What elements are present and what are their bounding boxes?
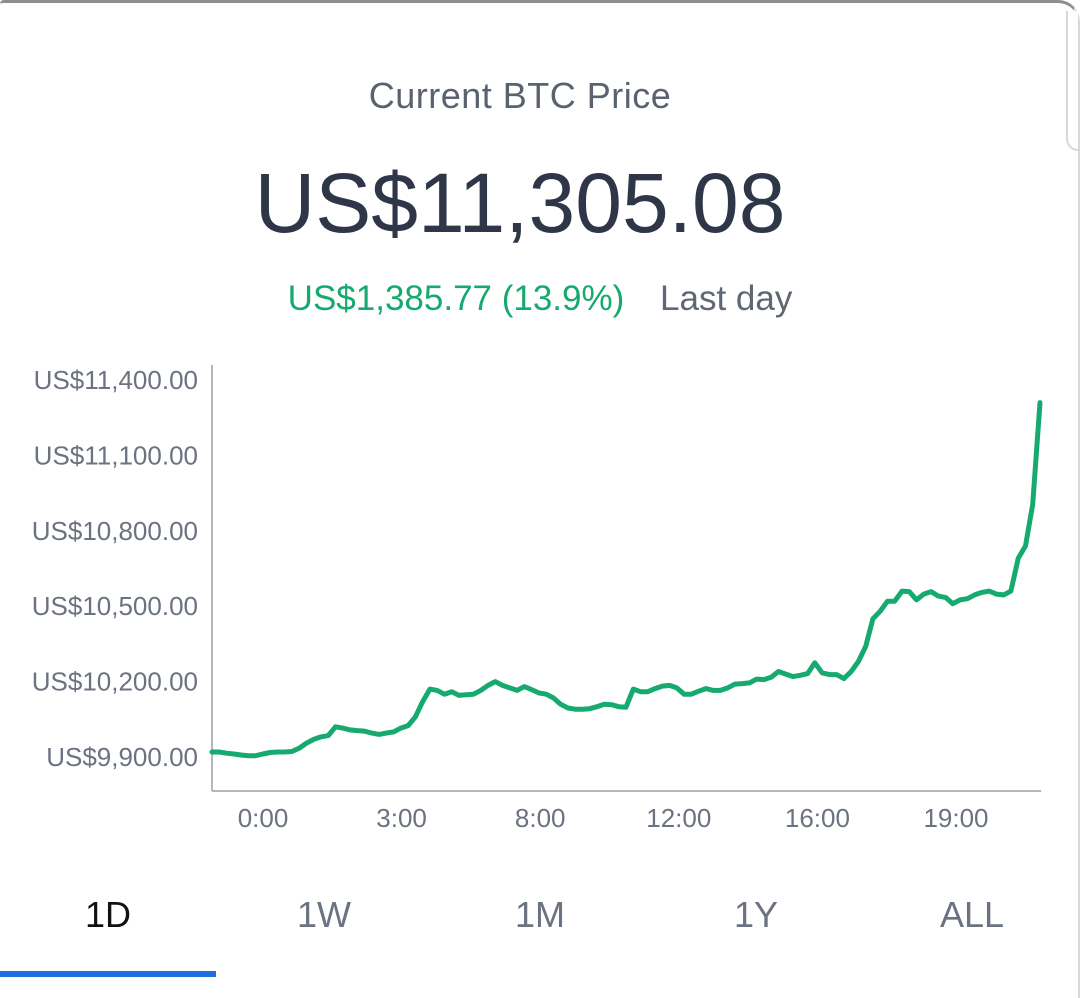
x-axis-labels: 0:00 3:00 8:00 12:00 16:00 19:00 xyxy=(238,803,989,833)
tab-1d[interactable]: 1D xyxy=(84,894,132,935)
x-tick-label: 0:00 xyxy=(238,803,289,833)
price-change-row: US$1,385.77 (13.9%) Last day xyxy=(0,279,1080,319)
current-price: US$11,305.08 xyxy=(254,156,786,250)
tab-1y[interactable]: 1Y xyxy=(733,894,779,935)
y-axis-labels: US$11,400.00 US$11,100.00 US$10,800.00 US$1… xyxy=(32,365,198,772)
page-title: Current BTC Price xyxy=(368,75,672,116)
y-tick-label: US$10,500.00 xyxy=(32,591,198,621)
tab-all[interactable]: ALL xyxy=(939,894,1005,935)
x-tick-label: 12:00 xyxy=(646,803,711,833)
x-tick-label: 3:00 xyxy=(376,803,427,833)
price-series-line xyxy=(209,400,1043,759)
x-tick-label: 19:00 xyxy=(923,803,988,833)
tab-1w[interactable]: 1W xyxy=(297,894,351,935)
y-tick-label: US$11,100.00 xyxy=(34,440,198,470)
y-tick-label: US$10,800.00 xyxy=(32,516,198,546)
tab-1m[interactable]: 1M xyxy=(514,894,565,935)
y-tick-label: US$11,400.00 xyxy=(34,365,198,395)
price-change-value: US$1,385.77 (13.9%) xyxy=(287,279,625,318)
timeframe-tabs: 1D 1W 1M 1Y ALL xyxy=(0,883,1080,983)
x-tick-label: 8:00 xyxy=(515,803,566,833)
price-chart[interactable]: US$11,400.00 US$11,100.00 US$10,800.00 US$1… xyxy=(0,3,1080,863)
y-tick-label: US$10,200.00 xyxy=(32,667,198,697)
price-change-period: Last day xyxy=(660,279,793,318)
active-tab-indicator xyxy=(0,971,216,977)
x-tick-label: 16:00 xyxy=(785,803,850,833)
y-tick-label: US$9,900.00 xyxy=(46,742,198,772)
